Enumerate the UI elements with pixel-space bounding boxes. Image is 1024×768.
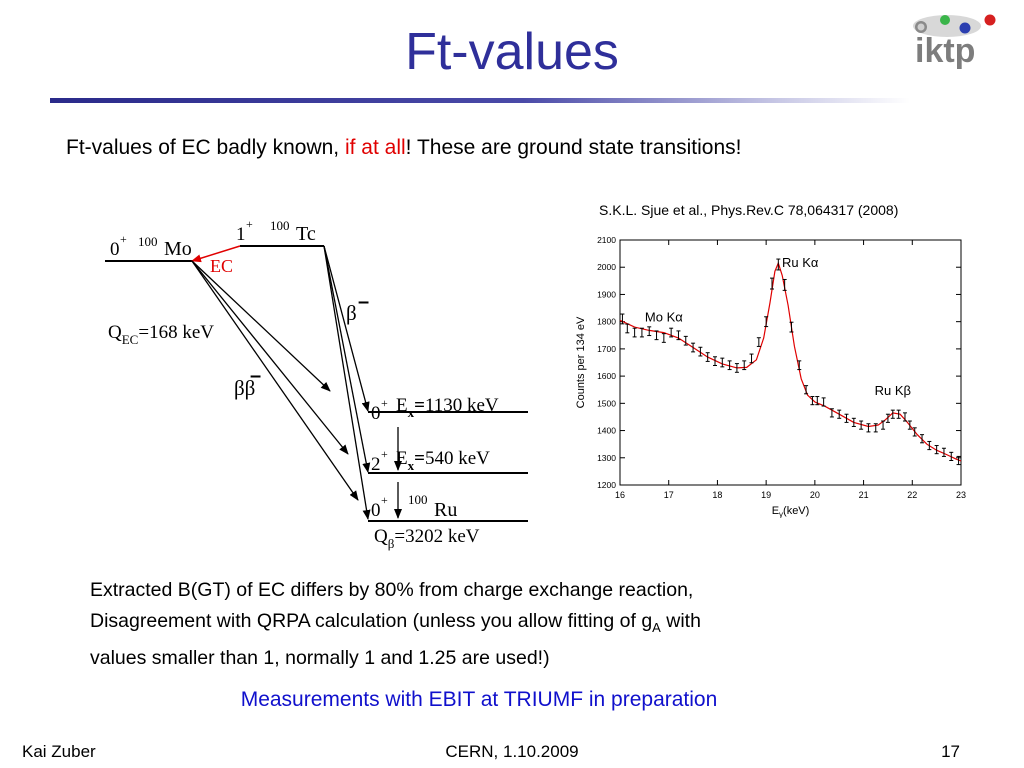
beta-minus-sign: – <box>358 291 369 313</box>
plot-frame <box>619 239 962 486</box>
beta-minus-label: β <box>346 301 357 325</box>
beta-arrow-3 <box>323 245 371 520</box>
q-beta-label: Qβ=3202 keV <box>374 526 480 551</box>
title-underline <box>50 98 910 103</box>
preparation-note: Measurements with EBIT at TRIUMF in prep… <box>240 688 718 711</box>
x-tick-label: 23 <box>956 490 966 500</box>
beta-arrow-2 <box>323 245 371 473</box>
findings-line-1: Extracted B(GT) of EC differs by 80% fro… <box>90 579 694 601</box>
intro-prefix: Ft-values of EC badly known, <box>66 136 345 159</box>
tc-spin: 1 <box>236 224 246 245</box>
x-tick-label: 22 <box>907 490 917 500</box>
level-540-energy: Ex=540 keV <box>396 448 490 473</box>
ru-spin: 0 <box>371 500 381 521</box>
logo-text: iktp <box>915 32 975 70</box>
peak-annotation: Mo Kα <box>645 310 683 325</box>
peak-annotation: Ru Kα <box>782 255 819 270</box>
double-beta-arrow-2 <box>191 260 349 455</box>
x-tick-label: 21 <box>859 490 869 500</box>
tc-element: Tc <box>296 223 316 245</box>
double-beta-arrow-3 <box>191 260 359 501</box>
iktp-logo: iktp <box>913 14 996 70</box>
x-tick-label: 17 <box>664 490 674 500</box>
findings-line-3: values smaller than 1, normally 1 and 1.… <box>90 646 550 669</box>
x-tick-label: 19 <box>761 490 771 500</box>
level-1130-energy: Ex=1130 keV <box>396 395 499 420</box>
q-ec-label: QEC=168 keV <box>108 322 214 347</box>
y-tick-label: 2100 <box>597 235 616 245</box>
x-tick-label: 18 <box>712 490 722 500</box>
x-axis-label: Eγ(keV) <box>772 505 810 518</box>
tc-parity: + <box>246 217 253 231</box>
footer-author: Kai Zuber <box>22 742 96 761</box>
y-tick-label: 1600 <box>597 371 616 381</box>
level-540-parity: + <box>381 447 388 461</box>
double-beta-label: ββ <box>234 376 255 400</box>
double-beta-arrow-1 <box>191 260 331 392</box>
ru-mass: 100 <box>408 492 428 507</box>
y-tick-label: 1900 <box>597 289 616 299</box>
y-tick-label: 1500 <box>597 398 616 408</box>
intro-line: Ft-values of EC badly known, if at all! … <box>66 136 741 160</box>
mo-element: Mo <box>164 238 192 260</box>
findings-line-2: Disagreement with QRPA calculation (unle… <box>90 610 701 635</box>
ru-element: Ru <box>434 499 457 521</box>
intro-highlight: if at all <box>344 136 406 159</box>
intro-suffix: ! These are ground state transitions! <box>405 136 742 159</box>
peak-annotation: Ru Kβ <box>875 383 911 398</box>
tc-mass: 100 <box>270 218 290 233</box>
y-tick-label: 1200 <box>597 480 616 490</box>
y-tick-label: 1400 <box>597 426 616 436</box>
footer-page-number: 17 <box>941 742 960 761</box>
double-beta-minus: – <box>250 365 261 387</box>
citation: S.K.L. Sjue et al., Phys.Rev.C 78,064317… <box>599 202 899 218</box>
x-ray-spectrum-chart: 16 17 18 19 20 21 22 23 1200 1300 1400 1500 1600 1700… <box>575 235 966 518</box>
level-540-spin: 2 <box>371 454 381 475</box>
y-tick-label: 1800 <box>597 317 616 327</box>
x-tick-label: 16 <box>615 490 625 500</box>
mo-mass: 100 <box>138 234 158 249</box>
findings-paragraph: Extracted B(GT) of EC differs by 80% fro… <box>90 575 950 674</box>
ec-arrow <box>191 245 241 263</box>
beta-arrow-1 <box>323 245 370 412</box>
footer-event: CERN, 1.10.2009 <box>445 742 579 761</box>
decay-scheme-diagram: 0 + 100 Mo 1 + 100 Tc EC QEC=168 keV ββ … <box>105 217 528 551</box>
y-tick-label: 1300 <box>597 453 616 463</box>
y-tick-label: 2000 <box>597 262 616 272</box>
level-1130-parity: + <box>381 396 388 410</box>
ec-label: EC <box>210 256 233 276</box>
mo-spin: 0 <box>110 239 120 260</box>
fit-curve <box>619 261 962 462</box>
slide-title: Ft-values <box>405 23 619 81</box>
x-tick-label: 20 <box>810 490 820 500</box>
level-1130-spin: 0 <box>371 403 381 424</box>
y-tick-label: 1700 <box>597 344 616 354</box>
mo-parity: + <box>120 232 127 246</box>
y-axis-label: Counts per 134 eV <box>575 316 587 408</box>
ru-parity: + <box>381 493 388 507</box>
